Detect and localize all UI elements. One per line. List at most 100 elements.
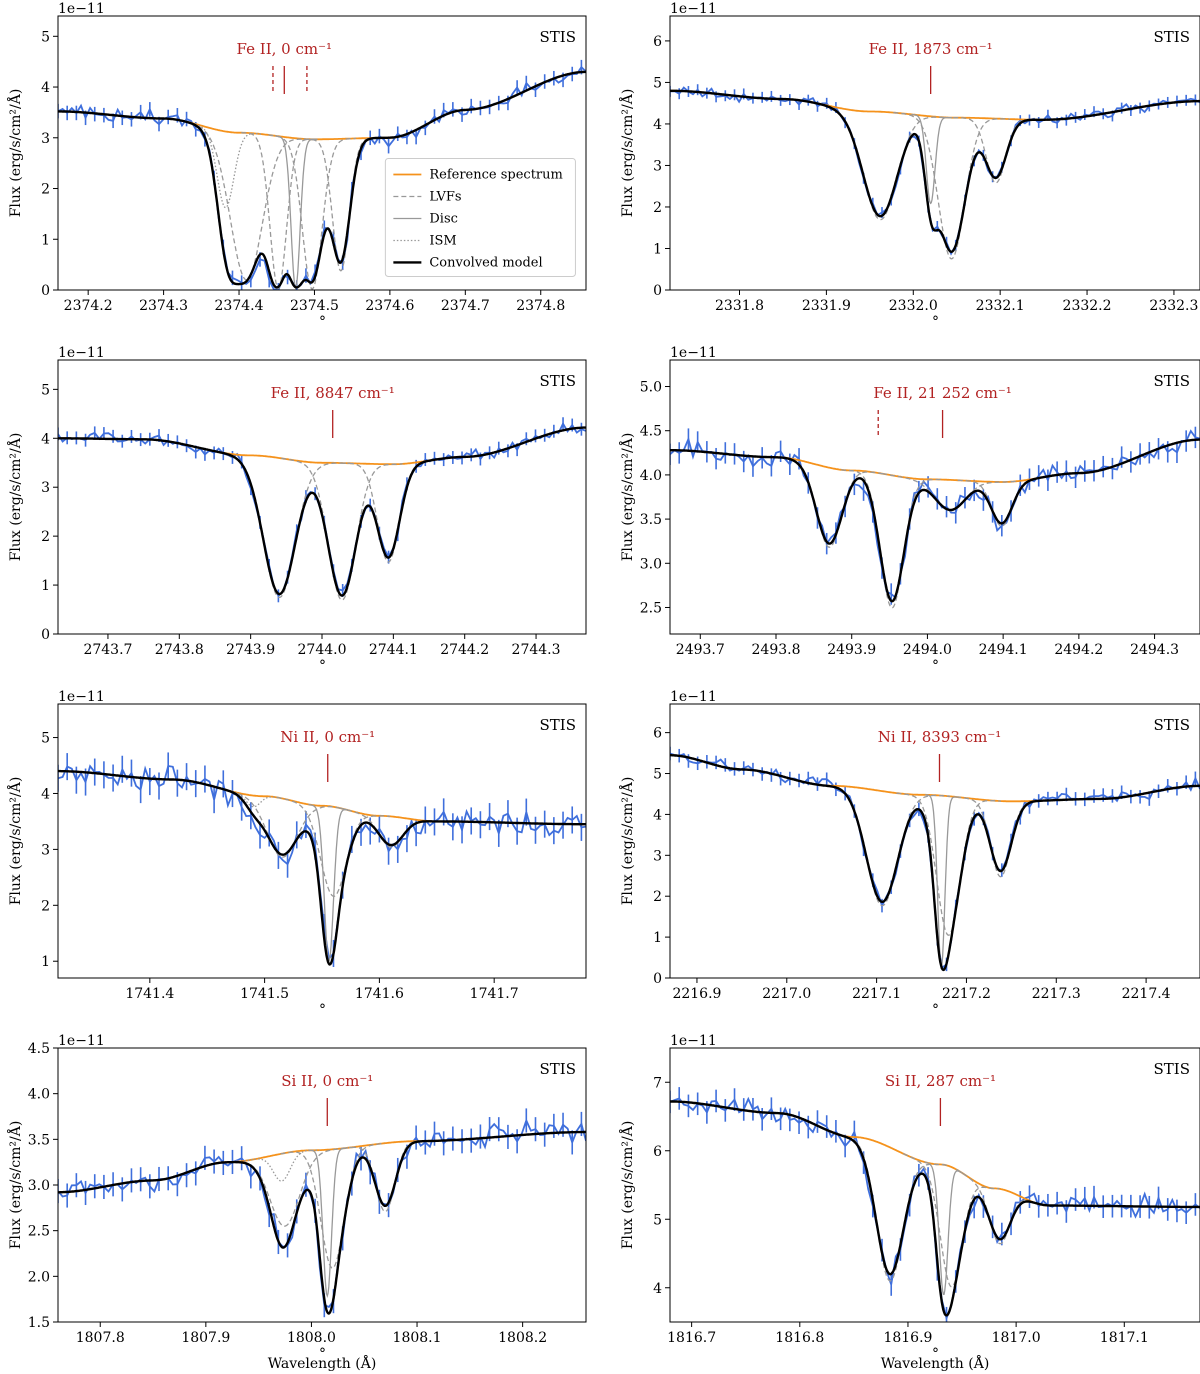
lvf-component-line <box>339 807 442 848</box>
y-tick-label: 2.0 <box>28 1269 50 1285</box>
y-tick-label: 5 <box>41 731 50 747</box>
x-tick-label: 2216.9 <box>672 986 721 1002</box>
ion-label: Fe II, 8847 cm⁻¹ <box>271 384 395 402</box>
x-tick-label: 1741.4 <box>125 986 174 1002</box>
lvf-component-line <box>902 1153 1000 1288</box>
y-tick-label: 3.5 <box>28 1132 50 1148</box>
y-axis-label: Flux (erg/s/cm²/Å) <box>618 777 636 906</box>
angstrom-mark: ° <box>932 314 939 330</box>
y-tick-label: 4 <box>41 786 50 802</box>
y-tick-label: 5 <box>653 1212 662 1228</box>
x-tick-label: 2217.4 <box>1122 986 1171 1002</box>
y-tick-label: 1.5 <box>28 1315 50 1331</box>
x-tick-label: 2744.1 <box>369 642 418 658</box>
lvf-component-line <box>175 118 318 281</box>
ion-label: Fe II, 21 252 cm⁻¹ <box>873 384 1011 402</box>
scale-factor-label: 1e−11 <box>670 1033 717 1049</box>
instrument-label: STIS <box>540 1060 576 1078</box>
scale-factor-label: 1e−11 <box>58 689 105 705</box>
y-tick-label: 6 <box>653 726 662 742</box>
lvf-component-line <box>281 457 403 601</box>
y-tick-label: 0 <box>653 283 662 299</box>
reference-spectrum-line <box>58 770 586 826</box>
lvf-component-line <box>208 449 350 599</box>
y-tick-label: 7 <box>653 1075 662 1091</box>
scale-factor-label: 1e−11 <box>58 345 105 361</box>
spectrum-panel-1: 2374.2 2374.3 2374.4 2374.5 2374.6 2374.7 2374… <box>6 1 587 330</box>
x-tick-label: 2217.2 <box>942 986 991 1002</box>
ion-label: Fe II, 1873 cm⁻¹ <box>869 40 993 58</box>
y-tick-label: 4.5 <box>640 424 662 440</box>
y-tick-label: 4 <box>653 117 662 133</box>
observed-spectrum <box>670 1087 1200 1322</box>
x-tick-label: 1807.9 <box>181 1330 230 1346</box>
x-tick-label: 2331.9 <box>802 298 851 314</box>
x-tick-label: 2332.1 <box>976 298 1025 314</box>
disc-component-line <box>275 135 316 290</box>
spectrum-panel-8: 1816.7 1816.8 1816.9 1817.0 1817.1 4 5 6 7 1e−11 °… <box>618 1033 1200 1362</box>
x-tick-label: 2494.0 <box>903 642 952 658</box>
x-tick-label: 1807.8 <box>76 1330 125 1346</box>
y-axis-label: Flux (erg/s/cm²/Å) <box>618 433 636 562</box>
legend-box <box>384 157 576 277</box>
x-tick-label: 2494.3 <box>1130 642 1179 658</box>
angstrom-mark: ° <box>319 658 326 674</box>
convolved-model-line <box>670 89 1200 254</box>
panel-frame <box>669 359 1200 635</box>
x-tick-label: 1816.7 <box>667 1330 716 1346</box>
instrument-label: STIS <box>1154 28 1190 46</box>
panel-frame <box>57 15 587 291</box>
x-tick-label: 2493.7 <box>676 642 725 658</box>
x-tick-label: 1808.2 <box>498 1330 547 1346</box>
convolved-model-line <box>58 426 586 597</box>
legend-entry: ISM <box>429 233 456 248</box>
lvf-component-line <box>241 132 316 290</box>
y-axis-label: Flux (erg/s/cm²/Å) <box>6 777 24 906</box>
x-tick-label: 2743.9 <box>226 642 275 658</box>
y-tick-label: 1 <box>653 241 662 257</box>
y-tick-label: 4.0 <box>640 468 662 484</box>
angstrom-mark: ° <box>932 658 939 674</box>
y-tick-label: 2 <box>41 898 50 914</box>
x-tick-label: 1816.8 <box>775 1330 824 1346</box>
y-tick-label: 6 <box>653 1144 662 1160</box>
spectrum-panel-6: 2216.9 2217.0 2217.1 2217.2 2217.3 2217.4 0 1 2 3… <box>618 689 1200 1018</box>
lvf-component-line <box>343 1140 428 1213</box>
x-tick-label: 2331.8 <box>715 298 764 314</box>
panel-frame <box>57 703 587 979</box>
x-tick-label: 1817.0 <box>992 1330 1041 1346</box>
convolved-model-line <box>58 769 586 966</box>
spectrum-panel-5: 1741.4 1741.5 1741.6 1741.7 1 2 3 4 5 1e−11 ° Flux … <box>6 689 587 1018</box>
y-tick-label: 0 <box>41 283 50 299</box>
y-tick-label: 5 <box>653 75 662 91</box>
observed-line <box>670 429 1200 600</box>
x-tick-label: 2332.0 <box>889 298 938 314</box>
y-tick-label: 5 <box>41 29 50 45</box>
y-tick-label: 4.0 <box>28 1087 50 1103</box>
panel-frame <box>669 703 1200 979</box>
x-tick-label: 1816.9 <box>883 1330 932 1346</box>
reference-spectrum-line <box>58 70 586 141</box>
y-tick-label: 1 <box>41 578 50 594</box>
convolved-model-line <box>670 754 1200 972</box>
x-tick-label: 2374.8 <box>516 298 565 314</box>
x-tick-label: 2744.3 <box>512 642 561 658</box>
x-tick-label: 1808.0 <box>287 1330 336 1346</box>
y-tick-label: 5.0 <box>640 380 662 396</box>
y-tick-label: 4.5 <box>28 1041 50 1057</box>
x-tick-label: 1808.1 <box>393 1330 442 1346</box>
y-tick-label: 3 <box>41 480 50 496</box>
x-tick-label: 2743.8 <box>155 642 204 658</box>
disc-component-line <box>925 794 958 970</box>
angstrom-mark: ° <box>319 1002 326 1018</box>
angstrom-mark: ° <box>932 1002 939 1018</box>
reference-spectrum-line <box>58 426 586 466</box>
y-tick-label: 2 <box>653 889 662 905</box>
panel-frame <box>669 15 1200 291</box>
lvf-component-line <box>268 134 356 290</box>
angstrom-mark: ° <box>319 1346 326 1362</box>
x-axis-label-right: Wavelength (Å) <box>881 1354 990 1372</box>
ion-label: Si II, 0 cm⁻¹ <box>281 1072 373 1090</box>
panel-frame <box>669 1047 1200 1323</box>
